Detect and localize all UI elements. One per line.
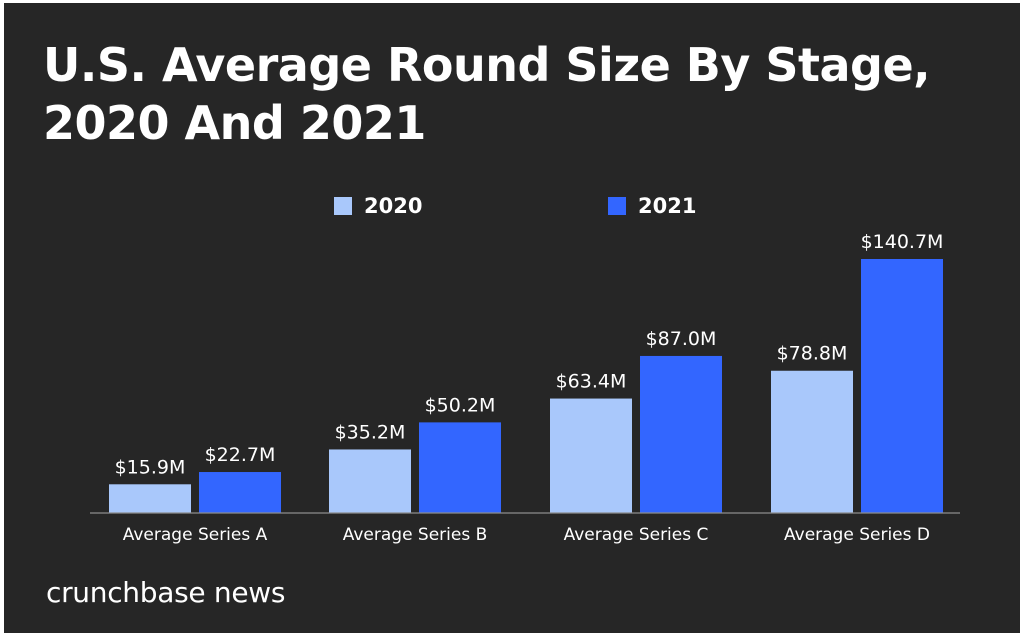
bar-group-series-a: $15.9M $22.7M	[109, 444, 281, 513]
bar-series-d-2020[interactable]	[771, 370, 853, 513]
bar-group-series-d: $78.8M $140.7M	[771, 231, 943, 513]
chart-title-line-2: 2020 And 2021	[43, 96, 426, 150]
bar-series-a-2021[interactable]	[199, 472, 281, 513]
value-label-series-a-2021: $22.7M	[205, 444, 276, 466]
bar-series-c-2021[interactable]	[640, 355, 722, 513]
bar-group-series-b: $35.2M $50.2M	[329, 394, 501, 513]
value-label-series-b-2021: $50.2M	[425, 394, 496, 416]
bar-series-a-2020[interactable]	[109, 484, 191, 513]
legend-item-2020[interactable]: 2020	[334, 194, 422, 218]
legend: 2020 2021	[334, 194, 696, 218]
category-label-series-d: Average Series D	[784, 525, 930, 545]
value-label-series-d-2020: $78.8M	[777, 343, 848, 365]
legend-label-2021: 2021	[638, 194, 696, 218]
category-label-series-a: Average Series A	[123, 525, 268, 545]
legend-label-2020: 2020	[364, 194, 422, 218]
value-label-series-c-2021: $87.0M	[646, 328, 717, 350]
bar-group-series-c: $63.4M $87.0M	[550, 328, 722, 513]
bars-layer: $15.9M $22.7M $35.2M $50.2M $63.4M $87.0M $78.…	[109, 231, 943, 513]
legend-item-2021[interactable]: 2021	[608, 194, 696, 218]
value-label-series-a-2020: $15.9M	[115, 456, 186, 478]
chart-title-line-1: U.S. Average Round Size By Stage,	[43, 38, 931, 92]
chart-title: U.S. Average Round Size By Stage, 2020 A…	[43, 36, 943, 152]
chart-card	[4, 3, 1020, 633]
bar-series-b-2021[interactable]	[419, 422, 501, 513]
category-label-series-b: Average Series B	[343, 525, 488, 545]
legend-swatch-2021	[608, 197, 626, 215]
x-axis-labels: Average Series A Average Series B Average …	[123, 525, 930, 545]
bar-series-c-2020[interactable]	[550, 398, 632, 513]
category-label-series-c: Average Series C	[564, 525, 709, 545]
bar-series-b-2020[interactable]	[329, 449, 411, 513]
legend-swatch-2020	[334, 197, 352, 215]
bar-series-d-2021[interactable]	[861, 259, 943, 513]
value-label-series-c-2020: $63.4M	[556, 371, 627, 393]
brand-wordmark: crunchbase news	[46, 576, 286, 609]
value-label-series-b-2020: $35.2M	[335, 421, 406, 443]
value-label-series-d-2021: $140.7M	[861, 231, 944, 253]
